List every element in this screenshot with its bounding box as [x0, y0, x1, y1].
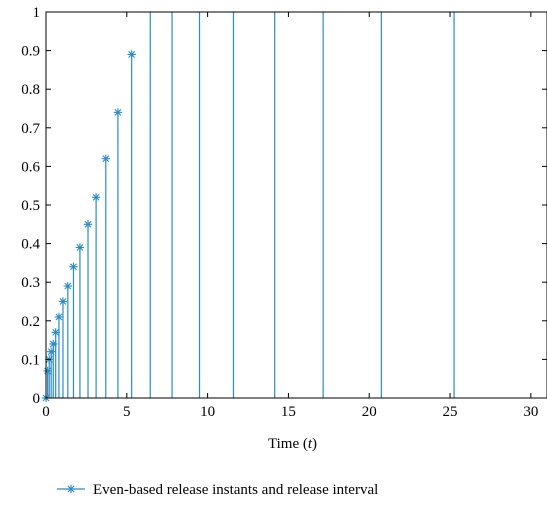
stem-marker	[69, 262, 78, 271]
stem-marker	[101, 154, 110, 163]
stem-marker	[49, 339, 58, 349]
x-tick-label: 15	[281, 404, 296, 420]
stem-marker	[54, 312, 64, 322]
x-axis-title-variable: t	[308, 436, 313, 452]
x-tick-label: 5	[123, 404, 131, 420]
stem-marker	[113, 108, 123, 117]
legend-label: Even-based release instants and release …	[93, 482, 378, 498]
x-tick-label: 25	[443, 404, 458, 420]
y-tick-label: 0.8	[21, 82, 40, 98]
x-axis-title: Time (t)	[268, 436, 317, 452]
plot-area-frame	[45, 11, 547, 399]
y-tick-label: 0	[33, 391, 41, 407]
legend-star	[66, 484, 76, 494]
x-tick-label: 20	[362, 404, 377, 420]
y-tick-label: 1	[33, 5, 41, 21]
stem-series	[47, 12, 455, 398]
stem-marker	[43, 366, 52, 376]
stem-marker	[63, 281, 73, 291]
y-tick-label: 0.5	[21, 198, 40, 214]
x-tick-label: 10	[200, 404, 215, 420]
legend: Even-based release instants and release …	[57, 482, 378, 498]
x-axis-title-prefix: Time (	[268, 436, 308, 452]
x-tick-label: 0	[42, 404, 50, 420]
stem-marker	[51, 328, 60, 337]
y-tick-label: 0.4	[21, 237, 40, 253]
x-axis-title-suffix: )	[312, 436, 317, 452]
x-tick-label: 30	[523, 404, 538, 420]
stem-marker	[83, 220, 93, 229]
stem-marker	[127, 50, 136, 59]
y-tick-label: 0.7	[21, 121, 40, 137]
y-tick-label: 0.2	[21, 314, 40, 330]
y-tick-label: 0.9	[21, 44, 40, 60]
stem-marker	[46, 347, 56, 356]
y-tick-label: 0.1	[21, 352, 40, 368]
y-tick-label: 0.3	[21, 275, 40, 291]
x-axis-ticks: 0 5 10 15 20 25 30	[42, 12, 538, 420]
stem-marker	[58, 297, 68, 306]
stem-marker	[91, 193, 101, 202]
y-axis-ticks: 0 0.1 0.2 0.3 0.4 0.5 0.6 0.7 0.8 0.9 1	[21, 5, 547, 407]
y-tick-label: 0.6	[21, 159, 40, 175]
stem-marker	[75, 243, 85, 252]
legend-marker-icon	[66, 484, 76, 494]
